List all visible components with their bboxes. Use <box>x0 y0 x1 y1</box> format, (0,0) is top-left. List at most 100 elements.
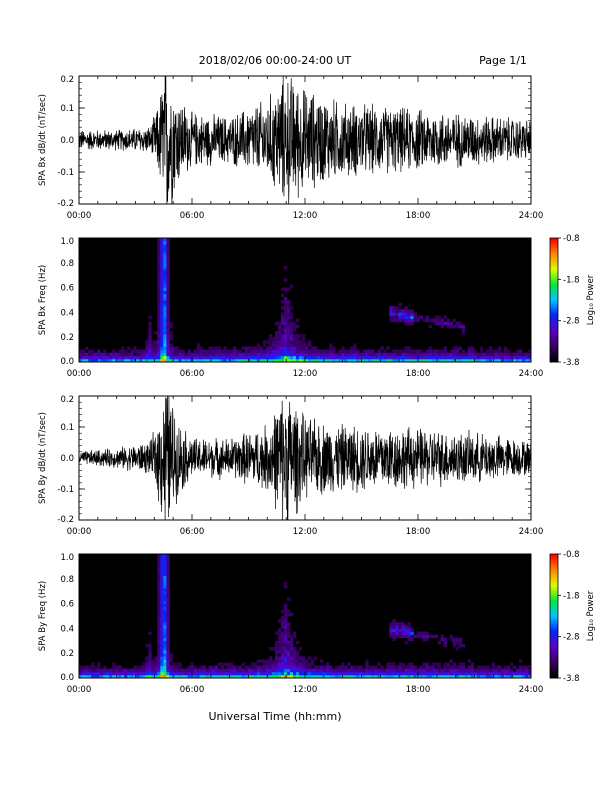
spectrogram-cell <box>178 349 182 354</box>
spectrogram-cell <box>271 337 276 341</box>
spectrogram-cell <box>166 597 170 601</box>
spectrogram-cell <box>193 355 197 360</box>
spectrogram-cell <box>329 352 333 357</box>
spectrogram-cell <box>446 662 451 666</box>
spectrogram-cell <box>289 650 294 654</box>
x-tick-label: 18:00 <box>406 211 431 221</box>
spectrogram-cell <box>425 671 429 676</box>
spectrogram-cell <box>142 352 146 357</box>
spectrogram-cell <box>286 321 291 326</box>
spectrogram-cell <box>163 247 167 251</box>
spectrogram-cell <box>157 284 161 288</box>
spectrogram-cell <box>100 671 104 676</box>
spectrogram-cell <box>154 659 158 663</box>
spectrogram-cell <box>277 334 282 338</box>
spectrogram-cell <box>434 352 438 357</box>
spectrogram-cell <box>85 674 89 679</box>
spectrogram-cell <box>100 358 104 363</box>
spectrogram-cell <box>295 358 300 363</box>
spectrogram-cell <box>160 312 164 316</box>
spectrogram-cell <box>169 358 173 363</box>
spectrogram-cell <box>289 659 294 663</box>
spectrogram-cell <box>386 355 390 360</box>
spectrogram-cell <box>145 355 149 360</box>
spectrogram-cell <box>133 346 137 350</box>
spectrogram-cell <box>401 318 405 323</box>
spectrogram-cell <box>163 619 167 623</box>
spectrogram-cell <box>305 671 309 676</box>
spectrogram-cell <box>362 352 366 357</box>
colorbar-swatch <box>550 568 558 572</box>
spectrogram-cell <box>82 674 86 679</box>
spectrogram-cell <box>100 352 104 357</box>
spectrogram-cell <box>271 671 276 676</box>
spectrogram-cell <box>268 340 273 344</box>
spectrogram-cell <box>277 656 282 660</box>
spectrogram-cell <box>166 609 170 614</box>
spectrogram-cell <box>154 340 158 344</box>
spectrogram-cell <box>362 355 366 360</box>
spectrogram-cell <box>398 315 402 319</box>
spectrogram-cell <box>160 340 164 344</box>
spectrogram-cell <box>395 306 399 310</box>
colorbar-tick-label: -2.8 <box>563 633 580 643</box>
spectrogram-cell <box>193 358 197 363</box>
colorbar-swatch <box>550 250 558 253</box>
spectrogram-cell <box>305 662 309 666</box>
spectrogram-cell <box>407 628 411 632</box>
spectrogram-cell <box>136 349 140 354</box>
spectrogram-cell <box>295 337 300 341</box>
spectrogram-cell <box>148 315 152 319</box>
spectrogram-cell <box>253 665 258 670</box>
spectrogram-cell <box>121 346 125 350</box>
spectrogram-cell <box>160 315 164 319</box>
spectrogram-cell <box>292 659 297 663</box>
spectrogram-cell <box>118 668 122 673</box>
spectrogram-cell <box>389 306 393 310</box>
spectrogram-cell <box>356 674 360 679</box>
colorbar-swatch <box>550 304 558 307</box>
spectrogram-cell <box>169 659 173 663</box>
spectrogram-cell <box>404 346 408 350</box>
spectrogram-cell <box>262 671 267 676</box>
spectrogram-cell <box>283 662 288 666</box>
spectrogram-cell <box>295 343 300 347</box>
spectrogram-cell <box>106 668 110 673</box>
colorbar-swatch <box>550 293 558 297</box>
spectrogram-cell <box>461 331 466 335</box>
spectrogram-cell <box>485 671 490 676</box>
spectrogram-cell <box>163 284 167 288</box>
spectrogram-cell <box>265 662 270 666</box>
spectrogram-cell <box>440 637 445 642</box>
spectrogram-cell <box>265 355 270 360</box>
colorbar-swatch <box>550 343 558 346</box>
spectrogram-cell <box>79 352 83 357</box>
spectrogram-cell <box>380 346 384 350</box>
spectrogram-cell <box>163 594 167 598</box>
spectrogram-cell <box>422 634 426 639</box>
spectrogram-cell <box>202 668 206 673</box>
spectrogram-cell <box>389 665 393 670</box>
spectrogram-cell <box>506 349 511 354</box>
spectrogram-cell <box>253 674 258 679</box>
spectrogram-cell <box>392 622 396 626</box>
spectrogram-cell <box>88 358 92 363</box>
spectrogram-cell <box>437 358 441 363</box>
spectrogram-cell <box>217 358 222 363</box>
x-tick-label: 24:00 <box>519 685 544 695</box>
spectrogram-cell <box>497 665 502 670</box>
spectrogram-cell <box>392 662 396 666</box>
spectrogram-cell <box>422 665 426 670</box>
spectrogram-cell <box>238 352 243 357</box>
spectrogram-cell <box>241 358 246 363</box>
spectrogram-cell <box>274 337 279 341</box>
spectrogram-cell <box>178 355 182 360</box>
colorbar-swatch <box>550 320 558 324</box>
spectrogram-cell <box>473 674 478 679</box>
spectrogram-cell <box>292 327 297 332</box>
spectrogram-cell <box>470 349 475 354</box>
spectrogram-cell <box>344 358 348 363</box>
spectrogram-cell <box>338 665 342 670</box>
spectrogram-cell <box>301 352 306 357</box>
spectrogram-cell <box>467 668 472 673</box>
